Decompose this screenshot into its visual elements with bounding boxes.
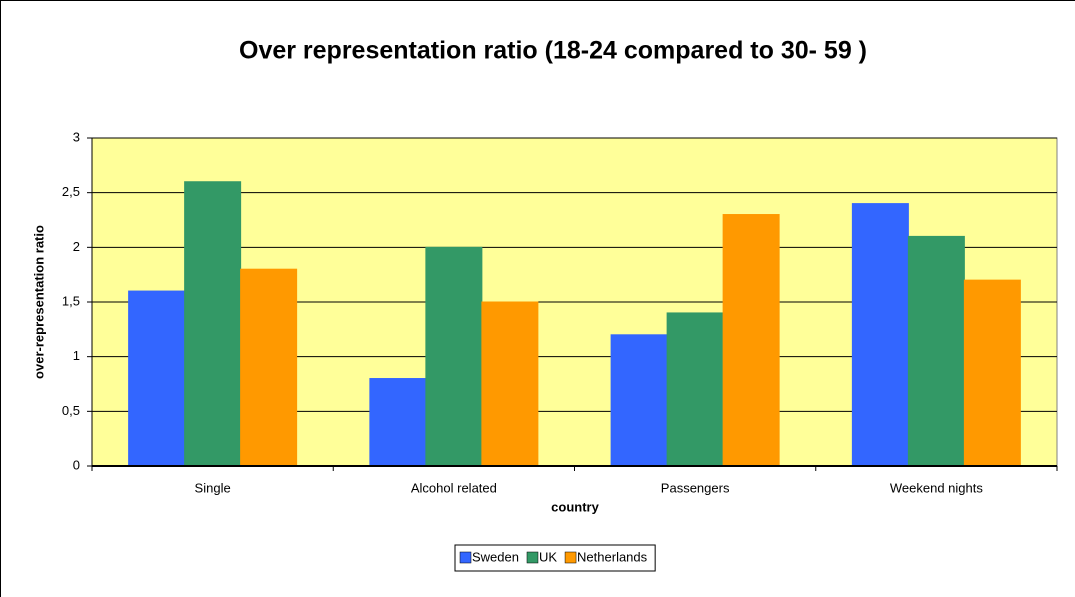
x-tick-label: Passengers <box>661 480 730 495</box>
bar <box>425 246 483 467</box>
bar <box>610 334 668 467</box>
bar <box>240 268 298 467</box>
bar <box>963 279 1021 467</box>
x-axis-label: country <box>551 499 599 514</box>
chart-title: Over representation ratio (18-24 compare… <box>239 37 867 65</box>
legend-label: Sweden <box>472 549 519 564</box>
legend: Sweden UK Netherlands <box>454 544 656 572</box>
y-tick-label: 1,5 <box>62 293 80 308</box>
legend-label: UK <box>539 549 557 564</box>
legend-label: Netherlands <box>577 549 648 564</box>
bar <box>666 312 724 467</box>
bar <box>128 290 186 467</box>
y-tick-label: 2 <box>73 239 80 254</box>
x-tick-label: Alcohol related <box>411 480 497 495</box>
y-tick-label: 0 <box>73 457 80 472</box>
legend-swatch <box>459 551 472 564</box>
x-tick-label: Weekend nights <box>890 480 983 495</box>
bar <box>184 181 242 467</box>
legend-box <box>454 544 656 572</box>
bar <box>722 214 780 467</box>
x-tick-label: Single <box>195 480 231 495</box>
y-tick-label: 2,5 <box>62 184 80 199</box>
bar <box>907 235 965 467</box>
y-axis-label: over-representation ratio <box>31 225 46 379</box>
y-tick-label: 1 <box>73 348 80 363</box>
legend-swatch <box>564 551 577 564</box>
legend-swatch <box>526 551 539 564</box>
y-tick-label: 0,5 <box>62 403 80 418</box>
y-tick-label: 3 <box>73 129 80 144</box>
bar <box>851 203 909 467</box>
bar <box>481 301 539 467</box>
bar <box>369 378 427 467</box>
